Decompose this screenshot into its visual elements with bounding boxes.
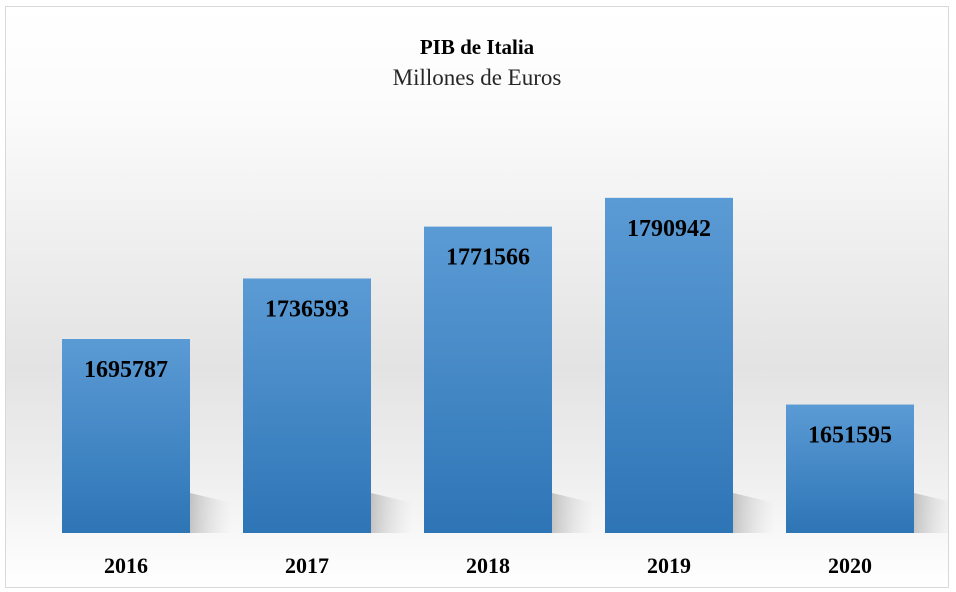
bar-2016 <box>62 338 190 533</box>
bar-shadow <box>552 493 594 533</box>
bar-shadow <box>914 493 948 533</box>
chart-title: PIB de Italia <box>419 35 535 59</box>
data-label-2020: 1651595 <box>808 423 892 449</box>
bar-2020 <box>786 404 914 533</box>
x-tick-label-2018: 2018 <box>466 553 510 578</box>
chart-frame: PIB de Italia Millones de Euros 1695787 2… <box>5 6 949 588</box>
x-tick-label-2020: 2020 <box>828 553 872 578</box>
data-label-2016: 1695787 <box>84 357 168 383</box>
bar-shadow <box>371 493 413 533</box>
bar-shadow <box>190 493 232 533</box>
x-tick-label-2017: 2017 <box>285 553 329 578</box>
data-label-2018: 1771566 <box>446 245 530 271</box>
bar-2019 <box>605 197 733 533</box>
data-label-2019: 1790942 <box>627 216 711 242</box>
bar-chart-plot: 1695787 2016 1736593 2017 1771566 2018 1790942… <box>62 197 948 578</box>
chart-subtitle: Millones de Euros <box>392 65 562 90</box>
bar-2018 <box>424 226 552 534</box>
bar-2017 <box>243 278 371 533</box>
data-label-2017: 1736593 <box>265 296 349 322</box>
bar-shadow <box>733 493 775 533</box>
bars-layer: 1695787 2016 1736593 2017 1771566 2018 1790942… <box>62 197 948 578</box>
x-tick-label-2016: 2016 <box>104 553 148 578</box>
x-tick-label-2019: 2019 <box>647 553 691 578</box>
